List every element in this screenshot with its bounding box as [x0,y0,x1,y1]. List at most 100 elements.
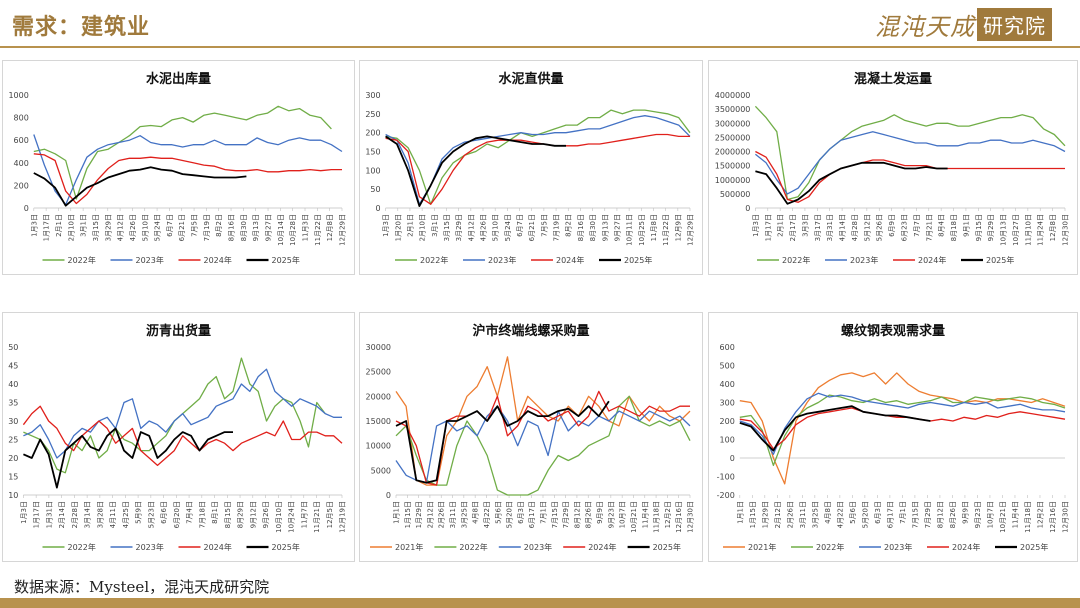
x-tick-label: 1月29日 [415,501,423,528]
series-line-2023年 [395,405,691,484]
y-tick-label: 400 [14,159,29,168]
legend-label: 2022年 [782,255,810,265]
series-line-2023年 [33,134,343,206]
chart-title: 沪市终端线螺采购量 [472,323,589,339]
x-tick-label: 4月12日 [117,214,125,241]
x-tick-label: 2月26日 [786,501,794,528]
series-line-2024年 [385,133,690,205]
y-tick-label: 15 [8,473,18,482]
x-tick-label: 9月13日 [601,214,609,241]
x-tick-label: 8月26日 [949,501,957,528]
x-tick-label: 12月8日 [1049,214,1057,241]
x-tick-label: 7月18日 [198,501,206,528]
x-tick-label: 11月8日 [650,214,658,241]
x-tick-label: 7月29日 [924,501,932,528]
legend-label: 2025年 [986,255,1014,265]
x-tick-label: 11月21日 [313,501,321,533]
x-tick-label: 6月21日 [528,214,536,241]
series-line-2022年 [754,105,1066,201]
chart-title: 沥青出货量 [146,323,211,339]
x-tick-label: 6月17日 [886,501,894,528]
x-tick-label: 12月29日 [339,214,347,246]
x-tick-label: 10月28日 [289,214,297,246]
legend-label: 2022年 [459,542,487,552]
y-tick-label: 3500000 [715,105,751,114]
x-tick-label: 11月4日 [641,501,649,528]
series-line-2023年 [385,115,691,205]
x-tick-label: 3月17日 [814,214,822,241]
x-tick-label: 12月30日 [1062,214,1070,246]
x-tick-label: 10月13日 [1000,214,1008,246]
x-tick-label: 12月2日 [1036,501,1044,528]
y-tick-label: 500 [720,362,735,371]
x-tick-label: 8月16日 [228,214,236,241]
x-tick-label: 12月9日 [674,214,682,241]
x-tick-label: 6月6日 [160,501,168,524]
x-tick-label: 3月14日 [84,501,92,528]
series-line-2022年 [739,394,1066,467]
y-tick-label: 100 [720,436,735,445]
x-tick-label: 10月25日 [638,214,646,246]
x-tick-label: 7月4日 [186,501,194,524]
x-tick-label: 1月31日 [45,501,53,528]
x-tick-label: 11月18日 [1024,501,1032,533]
x-tick-label: 2月17日 [789,214,797,241]
y-tick-label: 0 [376,204,381,213]
x-tick-label: 9月23日 [607,501,615,528]
x-tick-label: 8月1日 [211,501,219,524]
x-tick-label: 1月17日 [764,214,772,241]
header: 需求：建筑业 混沌天成 研究院 [0,0,1080,50]
chart-panel-3: 混凝土发运量 0 500000 1000000 1500000 2000000 250000… [708,60,1078,275]
x-tick-label: 1月20日 [394,214,402,241]
x-tick-label: 3月29日 [455,214,463,241]
chart-svg-1: 水泥出库量 0 200 400 600 800 1000 1月3日 1月17日 2月1日 2月10日… [8,71,347,265]
x-tick-label: 8月18日 [950,214,958,241]
legend-label: 2024年 [204,542,232,552]
x-tick-label: 7月1日 [899,501,907,524]
x-tick-label: 7月15日 [911,501,919,528]
x-tick-label: 12月30日 [687,501,695,533]
y-tick-label: 500000 [720,190,751,199]
x-tick-label: 2月26日 [438,501,446,528]
chart-panel-5: 沪市终端线螺采购量 0 5000 10000 15000 20000 25000 30000 1… [359,312,703,562]
y-tick-label: 2500000 [715,133,751,142]
y-tick-label: 1000 [8,91,28,100]
header-divider [0,46,1080,48]
x-tick-label: 3月11日 [449,501,457,528]
x-tick-label: 6月20日 [173,501,181,528]
x-tick-label: 5月24日 [154,214,162,241]
legend-label: 2025年 [272,255,300,265]
x-tick-label: 10月24日 [288,501,296,533]
x-tick-label: 10月10日 [275,501,283,533]
x-tick-label: 12月8日 [326,214,334,241]
chart-panel-2: 水泥直供量 0 50 100 150 200 250 300 1月3日 1月20日 2月1日 2月10… [359,60,703,275]
chart-title: 水泥出库量 [146,71,211,87]
x-tick-label: 3月25日 [811,501,819,528]
x-tick-label: 1月3日 [752,214,760,237]
series-line-2025年 [33,166,247,207]
x-tick-label: 12月2日 [664,501,672,528]
y-tick-label: 30000 [366,343,391,352]
x-tick-label: 2月1日 [55,214,63,237]
x-tick-label: 1月1日 [393,501,401,524]
series-line-2025年 [395,400,610,484]
x-tick-label: 9月23日 [974,501,982,528]
x-tick-label: 12月16日 [675,501,683,533]
x-tick-label: 12月30日 [1062,501,1070,533]
x-tick-label: 6月3日 [874,501,882,524]
x-tick-label: 5月20日 [506,501,514,528]
y-tick-label: 45 [8,362,18,371]
x-tick-label: 1月3日 [30,214,38,237]
x-tick-label: 4月28日 [851,214,859,241]
legend-label: 2025年 [272,542,300,552]
legend-label: 2024年 [204,255,232,265]
y-tick-label: 4000000 [715,91,751,100]
y-tick-label: 20 [8,454,18,463]
series-line-2024年 [33,153,342,205]
x-tick-label: 5月10日 [492,214,500,241]
x-tick-label: 3月11日 [799,501,807,528]
y-tick-label: 10000 [366,442,391,451]
y-tick-label: 1500000 [715,162,751,171]
x-tick-label: 6月21日 [178,214,186,241]
x-tick-label: 3月31日 [826,214,834,241]
